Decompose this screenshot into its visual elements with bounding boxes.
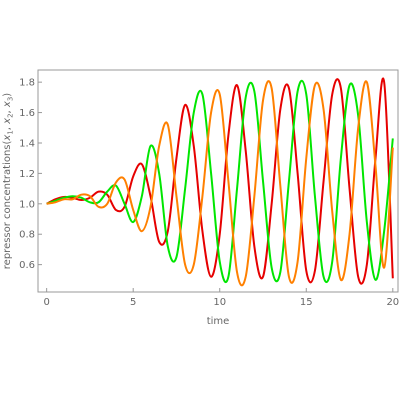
series-layer [46,77,394,287]
series-line-3 [46,80,394,287]
x-axis-label: time [207,316,230,327]
y-tick-label: 1.8 [19,78,35,89]
y-tick-label: 0.8 [19,230,35,241]
y-axis-label: repressor concentrations(x1, x2, x3) [2,93,15,270]
y-axis-label-part: , [2,107,13,113]
y-tick-label: 1.0 [19,199,35,210]
y-axis-label-part: repressor concentrations [2,144,13,269]
y-tick-label: 1.2 [19,169,35,180]
y-tick-label: 0.6 [19,260,35,271]
y-axis-label-part: 1 [7,130,15,134]
x-tick-label: 0 [43,297,49,308]
series-line-2 [46,79,394,283]
y-axis-label-part: x [2,135,13,142]
ticks: 0 5 10 15 20 0.6 0.8 1.0 1.2 1.4 1.6 1.8 [19,78,399,308]
plot-frame [37,69,399,293]
x-tick-label: 15 [300,297,313,308]
y-axis-label-part: x [2,101,13,108]
x-tick-label: 10 [213,297,226,308]
y-axis-label-part: x [2,118,13,125]
y-axis-label-part: ( [2,140,13,144]
y-axis-label-part: , [2,124,13,130]
x-tick-label: 5 [130,297,136,308]
x-tick-label: 20 [386,297,399,308]
y-tick-label: 1.4 [19,138,35,149]
y-axis-label-part: 2 [7,113,15,117]
y-tick-label: 1.6 [19,108,35,119]
y-axis-label-part: 3 [7,97,15,101]
y-axis-label-part: ) [2,93,13,97]
